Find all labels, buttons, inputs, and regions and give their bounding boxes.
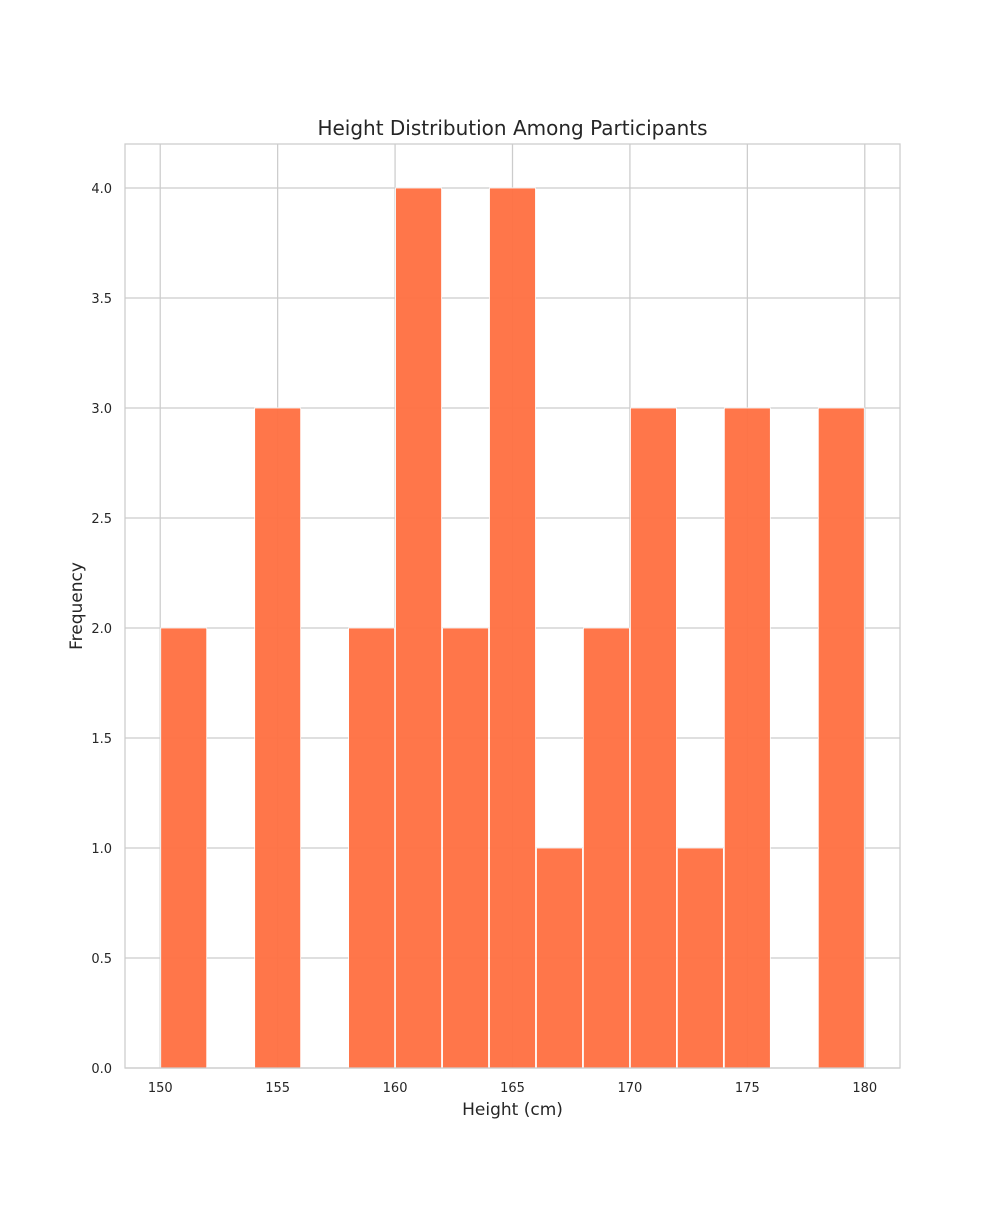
x-tick-label: 180	[852, 1081, 877, 1096]
plot-frame	[124, 143, 901, 1069]
histogram-bar	[630, 407, 677, 1069]
histogram-bar	[676, 847, 724, 1069]
y-tick-label: 2.0	[91, 622, 112, 637]
histogram-bar	[583, 627, 630, 1069]
y-axis-label: Frequency	[67, 562, 87, 650]
x-tick-label: 150	[148, 1081, 173, 1096]
x-tick-label: 165	[500, 1081, 525, 1096]
histogram-bar	[489, 187, 536, 1069]
y-tick-label: 4.0	[91, 182, 112, 197]
x-tick-label: 170	[618, 1081, 643, 1096]
chart-title: Height Distribution Among Participants	[317, 116, 707, 140]
histogram-bar	[817, 407, 865, 1069]
histogram-bar	[442, 627, 489, 1069]
histogram-bar	[348, 627, 395, 1069]
y-tick-label: 1.5	[91, 732, 112, 747]
y-tick-label: 2.5	[91, 512, 112, 527]
y-tick-label: 3.5	[91, 292, 112, 307]
histogram-bar	[160, 627, 208, 1069]
histogram-bar	[395, 187, 442, 1069]
histogram-bar	[536, 847, 583, 1069]
x-tick-label: 175	[735, 1081, 760, 1096]
x-axis-label: Height (cm)	[462, 1100, 563, 1120]
y-tick-label: 1.0	[91, 842, 112, 857]
y-tick-label: 0.5	[91, 952, 112, 967]
bars-layer	[160, 187, 865, 1069]
histogram-bar	[723, 407, 771, 1069]
ticks-layer: 0.0 0.5 1.0 1.5 2.0 2.5 3.0 3.5 4.0 150 155 160 165 1…	[91, 182, 877, 1096]
histogram-bar	[254, 407, 302, 1069]
y-tick-label: 3.0	[91, 402, 112, 417]
x-tick-label: 155	[265, 1081, 290, 1096]
x-tick-label: 160	[383, 1081, 408, 1096]
y-tick-label: 0.0	[91, 1062, 112, 1077]
